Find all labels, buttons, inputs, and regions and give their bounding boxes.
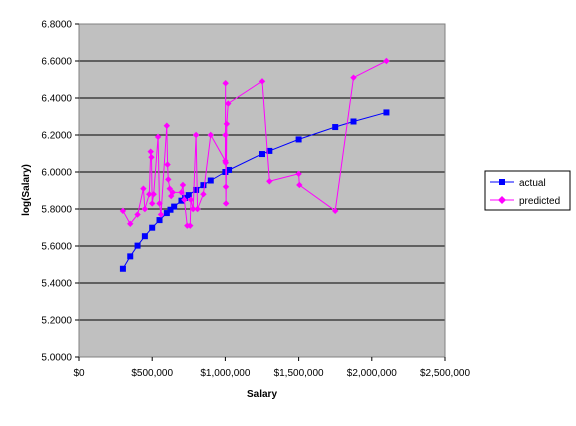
predicted-point xyxy=(266,178,273,185)
predicted-point xyxy=(383,57,390,65)
predicted-point xyxy=(189,205,197,213)
predicted-point xyxy=(222,183,230,190)
predicted-point xyxy=(295,170,302,178)
x-tick-label: $2,000,000 xyxy=(347,368,397,379)
actual-point xyxy=(185,192,192,199)
actual-point xyxy=(226,166,233,173)
actual-point xyxy=(149,224,156,231)
predicted-point xyxy=(134,211,141,218)
predicted-point xyxy=(147,148,154,155)
legend-box xyxy=(484,170,571,211)
predicted-point xyxy=(119,207,127,215)
actual-point xyxy=(156,217,163,224)
series-actual xyxy=(119,109,390,272)
x-tick-label: $500,000 xyxy=(131,368,173,379)
predicted-point xyxy=(163,122,171,129)
series-predicted xyxy=(119,57,390,229)
predicted-point xyxy=(154,133,162,141)
y-tick-label: 5.2000 xyxy=(41,316,72,327)
predicted-point xyxy=(157,211,165,218)
actual-point xyxy=(332,124,339,131)
actual-point xyxy=(350,118,357,125)
predicted-point xyxy=(222,131,229,139)
actual-point xyxy=(163,210,170,217)
predicted-point xyxy=(164,161,171,168)
predicted-point xyxy=(165,176,172,183)
y-tick-label: 6.0000 xyxy=(41,168,72,179)
predicted-point xyxy=(187,196,195,203)
predicted-point xyxy=(149,200,156,207)
x-axis-title: Salary xyxy=(247,389,277,400)
actual-point xyxy=(266,147,273,154)
predicted-point xyxy=(350,74,357,81)
predicted-point xyxy=(169,189,176,196)
actual-point xyxy=(193,186,200,193)
predicted-point xyxy=(140,185,147,192)
legend-predicted-marker xyxy=(498,196,506,204)
actual-point xyxy=(171,203,178,210)
actual-point xyxy=(207,177,214,184)
legend-actual-marker xyxy=(499,179,505,185)
predicted-point xyxy=(146,191,153,198)
actual-point xyxy=(141,233,148,240)
predicted-point xyxy=(192,131,200,139)
y-tick-label: 6.2000 xyxy=(41,131,72,142)
actual-point xyxy=(295,136,302,143)
predicted-point xyxy=(187,222,194,229)
predicted-point xyxy=(222,159,230,166)
predicted-point xyxy=(156,200,163,207)
actual-point xyxy=(178,197,185,204)
predicted-point xyxy=(200,191,207,198)
predicted-point xyxy=(207,131,214,139)
x-tick-label: $1,500,000 xyxy=(274,368,324,379)
series-layer xyxy=(119,57,390,272)
actual-point xyxy=(200,182,207,189)
y-tick-label: 6.8000 xyxy=(41,20,72,31)
x-axis-ticks: $0 $500,000 $1,000,000 $1,500,000 $2,000,000… xyxy=(73,357,470,379)
y-tick-label: 6.6000 xyxy=(41,57,72,68)
predicted-point xyxy=(223,120,231,128)
y-tick-label: 5.6000 xyxy=(41,242,72,253)
predicted-point xyxy=(222,200,230,207)
predicted-point xyxy=(127,220,134,227)
y-tick-label: 5.0000 xyxy=(41,353,72,364)
actual-point xyxy=(383,109,390,116)
y-tick-label: 5.8000 xyxy=(41,205,72,216)
x-tick-label: $2,500,000 xyxy=(420,368,470,379)
actual-point xyxy=(134,242,141,249)
predicted-point xyxy=(150,191,157,198)
legend-predicted-label: predicted xyxy=(519,196,560,207)
x-tick-label: $1,000,000 xyxy=(200,368,250,379)
predicted-point xyxy=(258,78,266,85)
y-axis-title: log(Salary) xyxy=(21,164,32,216)
predicted-point xyxy=(178,189,185,196)
actual-point xyxy=(167,206,174,213)
legend-actual-label: actual xyxy=(519,178,546,189)
predicted-point xyxy=(181,196,188,203)
predicted-point xyxy=(194,205,201,213)
actual-point xyxy=(119,265,126,272)
plot-area xyxy=(79,24,445,357)
predicted-point xyxy=(166,185,173,192)
legend: actual predicted xyxy=(484,170,571,211)
predicted-point xyxy=(296,181,303,189)
plot-border xyxy=(78,23,446,358)
actual-point xyxy=(127,253,134,260)
y-tick-label: 5.4000 xyxy=(41,279,72,290)
y-tick-label: 6.4000 xyxy=(41,94,72,105)
predicted-point xyxy=(141,205,149,213)
predicted-point xyxy=(179,181,187,189)
predicted-point xyxy=(222,80,229,87)
predicted-point xyxy=(332,207,339,215)
predicted-point xyxy=(148,154,155,161)
predicted-point xyxy=(225,100,232,107)
actual-point xyxy=(259,151,265,158)
x-tick-label: $0 xyxy=(73,368,85,379)
y-axis-ticks: 5.0000 5.2000 5.4000 5.6000 5.8000 6.0000 6.20… xyxy=(41,20,79,364)
